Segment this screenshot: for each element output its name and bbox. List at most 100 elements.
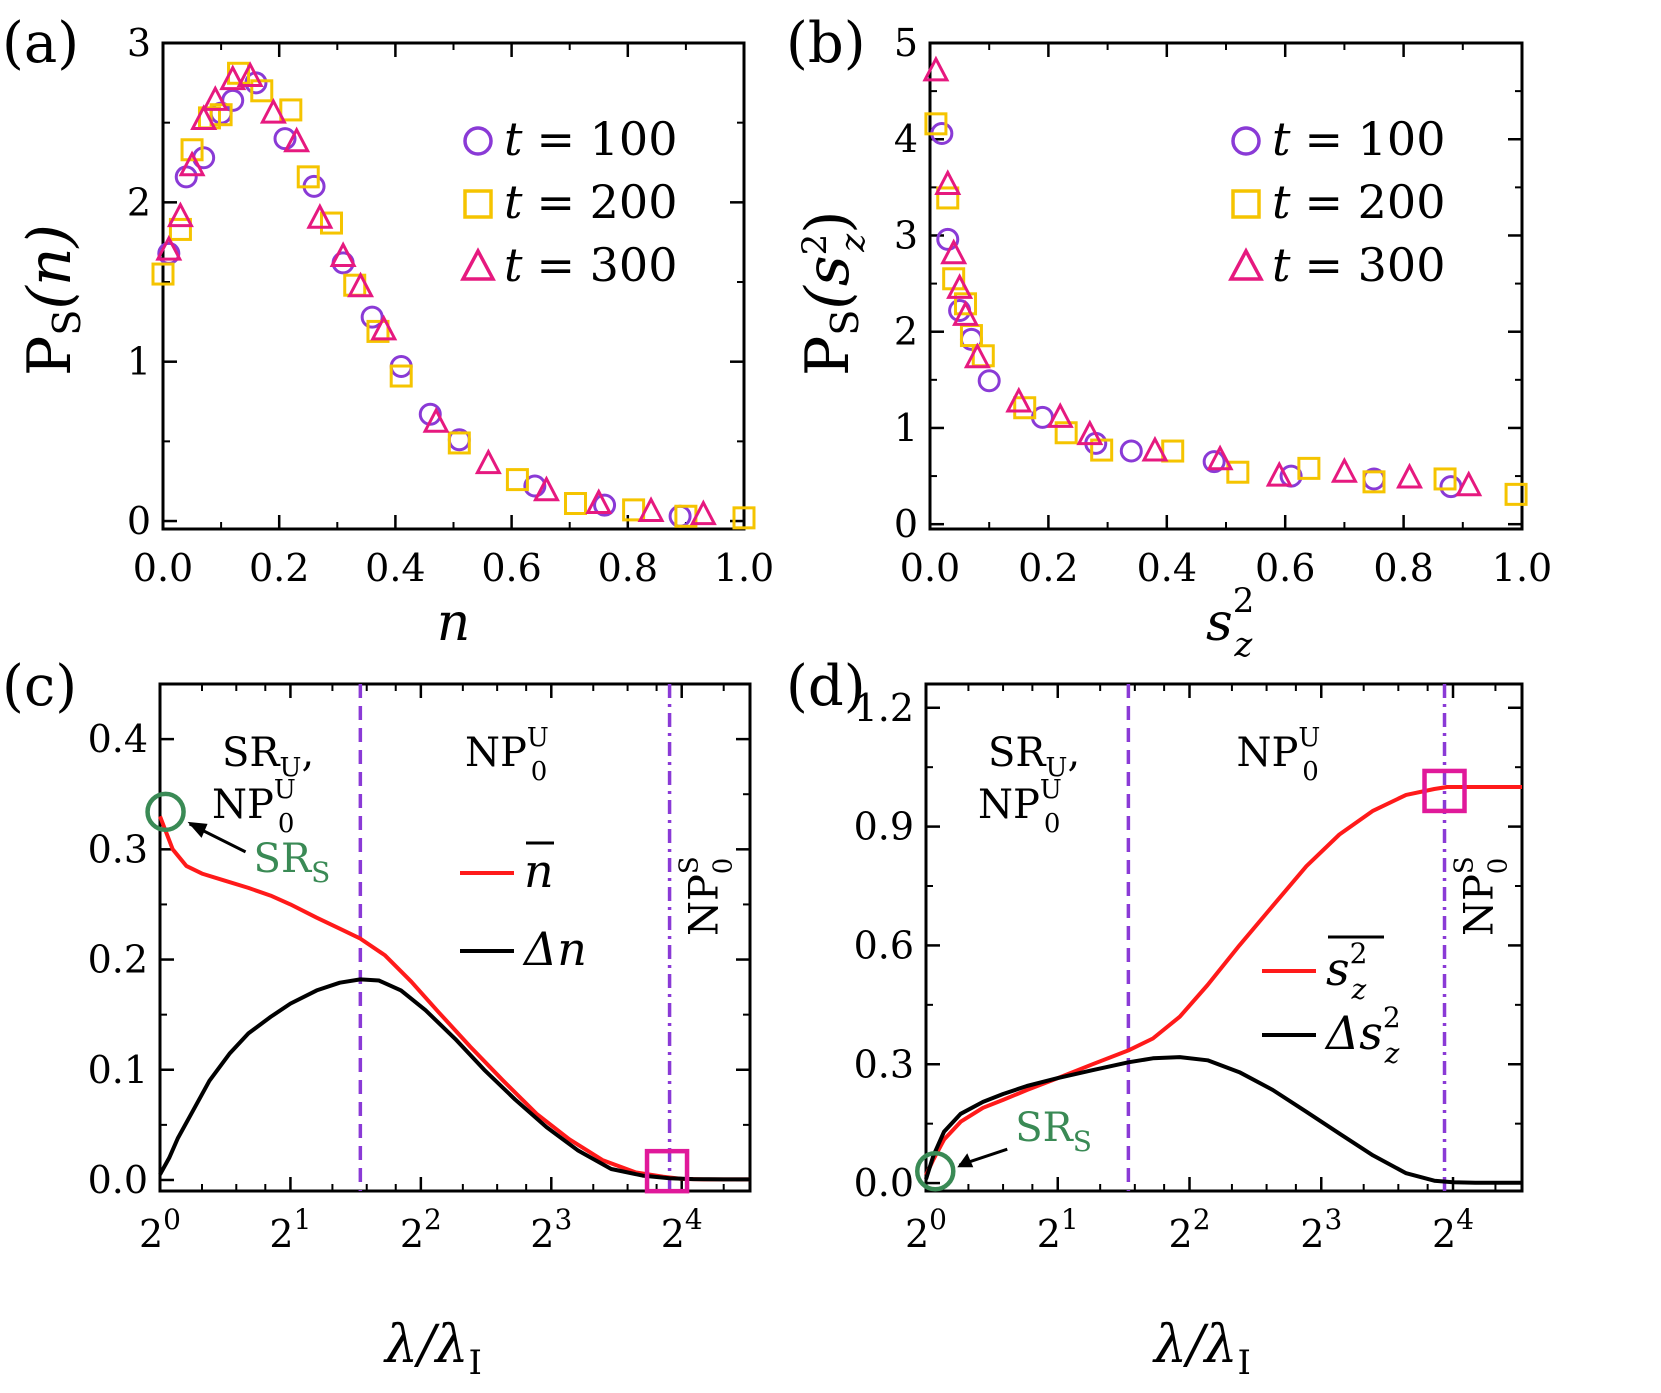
region-sub: 0 <box>278 809 295 839</box>
legend-value: = 300 <box>1305 238 1446 292</box>
y-tick-label: 3 <box>127 21 151 65</box>
region-main: NP <box>212 782 274 828</box>
data-point-triangle <box>532 475 560 502</box>
data-point-triangle <box>201 85 229 111</box>
legend-entry: t = 300 <box>504 238 677 292</box>
x-tick-label: 0.2 <box>249 546 309 590</box>
data-point-triangle <box>946 273 974 299</box>
data-point-triangle <box>329 241 357 268</box>
y-tick-label: 4 <box>894 117 918 161</box>
x-tick-label: 23 <box>530 1203 572 1256</box>
x-tick-label: 1.0 <box>1492 546 1552 590</box>
data-point-triangle <box>259 97 287 124</box>
tick-base: 2 <box>400 1212 424 1256</box>
x-tick-label: 22 <box>400 1203 442 1256</box>
data-point-triangle <box>585 488 613 515</box>
legend-entry: s2 z <box>1326 937 1367 1006</box>
region-sub: 0 <box>531 757 548 787</box>
y-tick-label: 0.0 <box>854 1161 914 1205</box>
data-point-circle <box>593 493 617 517</box>
region-sup: U <box>274 775 296 805</box>
data-point-square <box>1297 456 1321 480</box>
legend-var: t <box>1272 112 1291 166</box>
legend-sub: z <box>1384 1037 1400 1070</box>
region-sup: S <box>1450 856 1480 874</box>
plot-frame <box>158 682 752 1193</box>
region-main: NP <box>465 730 527 776</box>
region-main: SR <box>988 730 1047 776</box>
data-point-square <box>209 103 233 127</box>
ylabel-sub: S <box>823 310 867 336</box>
tick-exponent: 1 <box>1061 1203 1079 1236</box>
region-label-np0u-left: NPU 0 <box>978 775 1062 839</box>
np-s-square-marker <box>644 1148 690 1194</box>
series-line <box>158 977 750 1182</box>
data-point-circle <box>1119 439 1143 463</box>
data-point-triangle <box>1076 419 1104 446</box>
region-label-np0u-mid: NPU 0 <box>465 723 549 787</box>
ylabel-arg-open: (s <box>793 255 863 309</box>
region-main: SR <box>222 730 281 776</box>
y-tick-label: 0.0 <box>88 1158 148 1202</box>
ylabel-arg-close: ) <box>793 210 863 233</box>
panel-label: (b) <box>786 11 866 76</box>
region-sub: 0 <box>1484 858 1514 875</box>
data-point-circle <box>936 227 960 251</box>
annotation-main: SR <box>254 836 313 882</box>
series-line <box>924 1055 1522 1185</box>
data-point-square <box>389 364 413 388</box>
xlabel-main: λ/λ <box>1152 1315 1237 1375</box>
region-label-np0u-mid: NPU 0 <box>1236 723 1320 787</box>
legend-main: n <box>524 844 554 898</box>
legend-entry: t = 200 <box>1272 175 1445 229</box>
y-tick-label: 0 <box>894 502 918 546</box>
region-sup: S <box>675 856 705 874</box>
ylabel-arg: (n) <box>15 224 85 309</box>
series-square <box>924 112 1528 506</box>
annotation-sub: S <box>311 856 330 889</box>
y-tick-label: 0 <box>127 499 151 543</box>
legend-marker-triangle <box>1228 247 1264 281</box>
tick-exponent: 0 <box>929 1203 947 1236</box>
data-point-triangle <box>922 55 950 82</box>
ylabel-main: P <box>15 336 85 376</box>
tick-exponent: 4 <box>685 1203 703 1236</box>
tick-base: 2 <box>1432 1212 1456 1256</box>
data-point-circle <box>977 369 1001 393</box>
ylabel-main: P <box>793 336 863 376</box>
legend-sup: 2 <box>1383 1001 1401 1034</box>
series-triangle <box>155 61 717 526</box>
data-point-square <box>732 506 756 530</box>
data-point-square <box>505 468 529 492</box>
tick-exponent: 2 <box>424 1203 442 1236</box>
tick-exponent: 2 <box>1193 1203 1211 1236</box>
tick-base: 2 <box>1300 1212 1324 1256</box>
legend-entry: t = 100 <box>1272 112 1445 166</box>
data-point-triangle <box>178 150 206 177</box>
tick-base: 2 <box>905 1212 929 1256</box>
data-point-triangle <box>306 203 334 229</box>
data-point-square <box>151 262 175 286</box>
x-axis-label: λ/λI <box>1152 1315 1251 1383</box>
y-tick-label: 1 <box>127 340 151 384</box>
panel-label: (c) <box>2 654 77 719</box>
annotation-arrowhead <box>957 1153 974 1168</box>
region-label-np0s: NPS 0 <box>1450 856 1514 936</box>
data-point-square <box>1433 467 1457 491</box>
np-s-square-marker <box>1422 768 1467 814</box>
series-line <box>924 785 1522 1177</box>
region-main: NP <box>1457 874 1503 936</box>
data-point-circle <box>174 165 198 189</box>
data-point-triangle <box>236 61 264 87</box>
ylabel-arg-sub: z <box>833 233 873 253</box>
x-tick-label: 24 <box>661 1203 703 1256</box>
x-axis-label: n <box>437 593 471 653</box>
xlabel-main: λ/λ <box>383 1315 468 1375</box>
region-label-np0s: NPS 0 <box>675 856 739 936</box>
tick-base: 2 <box>1037 1212 1061 1256</box>
x-tick-label: 23 <box>1300 1203 1342 1256</box>
series-triangle <box>922 55 1483 497</box>
